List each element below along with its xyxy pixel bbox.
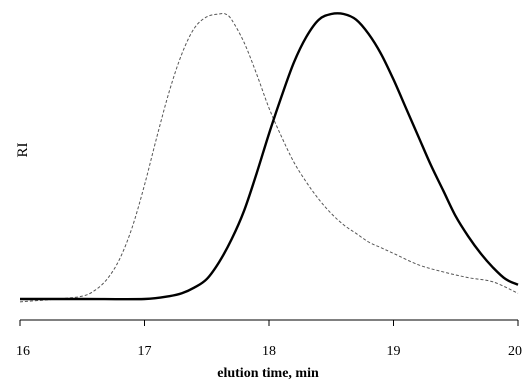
y-axis-title: RI [15,142,31,157]
x-tick-label: 17 [138,344,152,359]
x-tick-label: 20 [508,344,522,359]
plot-area [19,12,519,303]
x-tick-label: 18 [262,344,276,359]
series-dashed-line [19,12,519,303]
x-axis-ticks: 16 17 18 19 20 [16,320,522,359]
x-axis-title: elution time, min [217,366,319,381]
x-tick-label: 16 [16,344,30,359]
series-solid-line [20,12,519,301]
x-tick-label: 19 [387,344,401,359]
